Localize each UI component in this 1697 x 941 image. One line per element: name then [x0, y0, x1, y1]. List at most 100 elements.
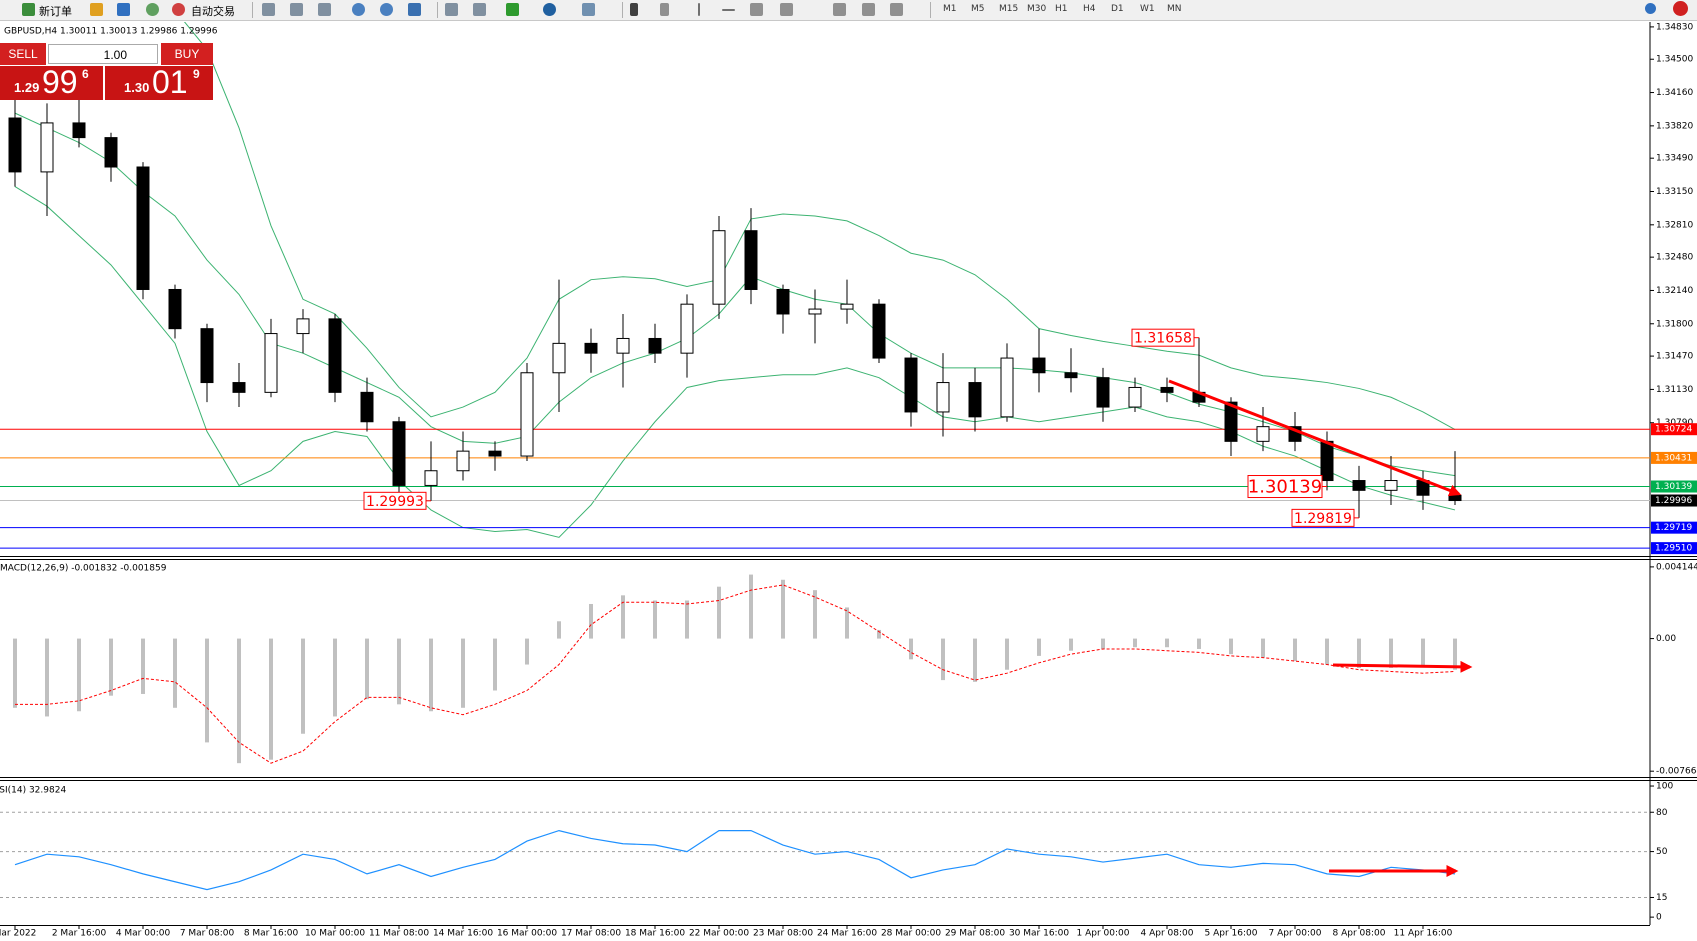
plot-area [0, 811, 1650, 898]
candle-body [744, 230, 758, 290]
macd-bar [301, 638, 305, 734]
macd-bar [653, 600, 657, 639]
tool-icon[interactable] [445, 3, 458, 16]
plot-area [0, 22, 1650, 549]
tool-icon[interactable] [408, 3, 421, 16]
tool-icon[interactable] [318, 3, 331, 16]
timeframe-button[interactable]: H4 [1083, 4, 1096, 14]
timeframe-button[interactable]: M1 [943, 4, 957, 14]
x-tick-label: 2 Mar 16:00 [52, 929, 107, 939]
price-label: 1.30139 [1248, 477, 1322, 498]
ask-quote[interactable]: 1.30 01 9 [105, 64, 213, 100]
candle-body [520, 372, 534, 457]
candle-body [904, 357, 918, 413]
timeframe-button[interactable]: M30 [1027, 4, 1047, 14]
x-tick-label: 17 Mar 08:00 [561, 929, 621, 939]
macd-bar [941, 638, 945, 681]
macd-bar [237, 638, 241, 764]
macd-bar [13, 638, 17, 708]
tool-icon[interactable] [290, 3, 303, 16]
x-tick-label: 8 Mar 16:00 [244, 929, 299, 939]
zoom-out-icon[interactable] [380, 3, 393, 16]
candle-body [1320, 440, 1334, 482]
tool-icon[interactable] [117, 3, 130, 16]
tool-icon[interactable] [660, 3, 669, 16]
chart-background [0, 22, 1697, 941]
candle-body [168, 288, 182, 330]
x-tick-label: 4 Mar 00:00 [116, 929, 171, 939]
auto-trading-icon[interactable] [172, 3, 185, 16]
macd-bar [1357, 638, 1361, 668]
zoom-in-icon[interactable] [352, 3, 365, 16]
price-level-tag [1651, 423, 1697, 436]
timeframe-button[interactable]: D1 [1111, 4, 1124, 14]
sell-button[interactable]: SELL [0, 43, 46, 65]
x-tick-label: 28 Mar 00:00 [881, 929, 941, 939]
tool-icon[interactable] [262, 3, 275, 16]
timeframe-button[interactable]: H1 [1055, 4, 1068, 14]
y-tick-label: 1.34160 [1656, 88, 1693, 98]
candle-body [328, 318, 342, 393]
candle-body [232, 382, 246, 393]
x-tick-label: 11 Apr 16:00 [1394, 929, 1453, 939]
timeframe-button[interactable]: MN [1167, 4, 1182, 14]
price-level-label: 1.30431 [1655, 453, 1692, 463]
tool-icon[interactable] [473, 3, 486, 16]
bollinger-band [183, 22, 1456, 431]
tool-icon[interactable] [780, 3, 793, 16]
tool-icon[interactable] [90, 3, 103, 16]
new-order-button[interactable]: 新订单 [39, 5, 72, 18]
tool-icon[interactable] [750, 3, 763, 16]
tool-icon[interactable] [722, 9, 735, 11]
x-tick-label: 16 Mar 00:00 [497, 929, 557, 939]
tool-icon[interactable] [506, 3, 519, 16]
macd-bar [205, 638, 209, 743]
y-tick-label: 1.33490 [1656, 154, 1693, 164]
price-panel: 1.31658 1.29993 1.30139 1.29819 [0, 22, 1650, 549]
macd-bar [1389, 638, 1393, 668]
tool-icon[interactable] [582, 3, 595, 16]
bid-quote[interactable]: 1.29 99 6 [0, 64, 103, 100]
x-tick-label: 29 Mar 08:00 [945, 929, 1005, 939]
buy-button[interactable]: BUY [161, 43, 213, 65]
search-icon[interactable] [1645, 3, 1656, 14]
lot-size-input[interactable]: 1.00 [48, 44, 158, 64]
notification-badge[interactable] [1673, 1, 1688, 16]
x-tick-label: 4 Apr 08:00 [1141, 929, 1194, 939]
candle-body [1064, 372, 1078, 379]
tool-icon[interactable] [890, 3, 903, 16]
y-tick-label: 1.33150 [1656, 187, 1693, 197]
price-label: 1.29819 [1294, 511, 1352, 527]
candle-body [616, 337, 630, 354]
plot-area [13, 574, 1457, 764]
tool-icon[interactable] [698, 3, 700, 16]
timeframe-button[interactable]: M15 [999, 4, 1019, 14]
tool-icon[interactable] [146, 3, 159, 16]
tool-icon[interactable] [862, 3, 875, 16]
timeframe-button[interactable]: M5 [971, 4, 985, 14]
price-level-label: 1.29996 [1655, 496, 1692, 506]
tool-icon[interactable] [543, 3, 556, 16]
auto-trading-button[interactable]: 自动交易 [191, 5, 235, 18]
x-tick-label: 11 Mar 08:00 [369, 929, 429, 939]
y-tick-label: 1.34830 [1656, 22, 1693, 32]
y-tick-label: 0.004144 [1656, 562, 1697, 572]
cursor-icon[interactable] [630, 3, 638, 16]
candle-body [1256, 426, 1270, 442]
y-tick-label: 1.31130 [1656, 385, 1693, 395]
price-level-tag [1651, 521, 1697, 534]
candle-body [552, 342, 566, 374]
macd-bar [1165, 638, 1169, 648]
new-order-icon[interactable] [22, 3, 35, 16]
macd-bar [365, 638, 369, 700]
timeframe-button[interactable]: W1 [1140, 4, 1155, 14]
candle-body [296, 318, 310, 335]
ask-big: 1.30 [124, 80, 150, 95]
axis-labels: 1.34830 1.34500 1.34160 1.33820 1.33490 1.331… [0, 22, 1697, 939]
tool-icon[interactable] [833, 3, 846, 16]
candle-body [1128, 386, 1142, 408]
y-tick-label: 1.32810 [1656, 220, 1693, 230]
x-tick-label: Mar 2022 [0, 929, 36, 939]
macd-bar [397, 638, 401, 705]
